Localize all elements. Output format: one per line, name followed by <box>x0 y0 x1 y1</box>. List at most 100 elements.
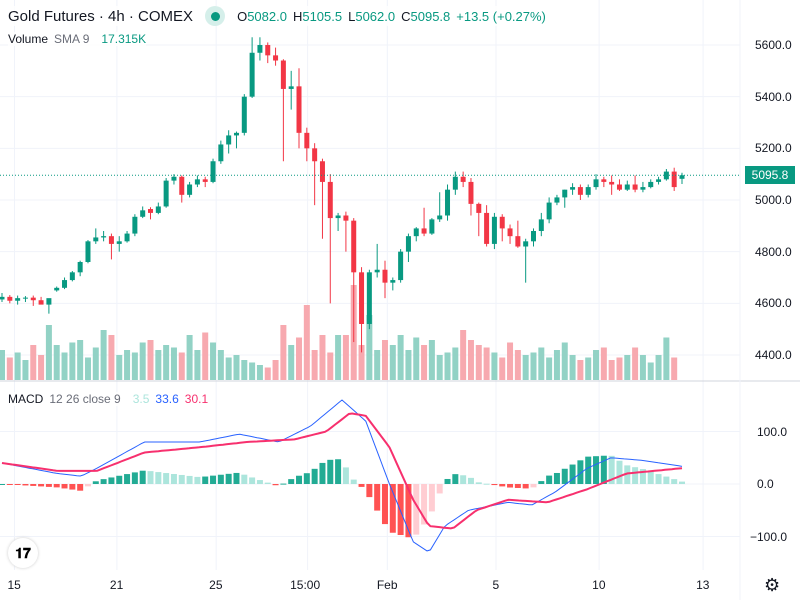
macd-histogram-bar <box>178 474 185 484</box>
candle-body <box>491 216 497 244</box>
macd-histogram-bar <box>436 484 443 494</box>
time-tick: Feb <box>376 578 398 592</box>
volume-bar <box>421 345 428 380</box>
macd-legend[interactable]: MACD 12 26 close 9 3.5 33.6 30.1 <box>8 392 209 406</box>
signal-line <box>1 412 683 530</box>
candle-body <box>69 272 75 281</box>
macd-histogram-bar <box>327 459 334 484</box>
macd-histogram-bar <box>546 475 553 484</box>
volume-bar <box>170 347 177 380</box>
candle-body <box>554 197 560 203</box>
volume-bar <box>303 305 310 380</box>
macd-histogram-bar <box>460 475 467 484</box>
candle-body <box>7 296 13 301</box>
candle-body <box>398 251 404 281</box>
candle-body <box>22 297 28 299</box>
time-tick: 10 <box>592 578 606 592</box>
symbol-legend: Gold Futures · 4h · COMEX O5082.0 H5105.… <box>8 6 546 26</box>
candle-body <box>374 269 380 273</box>
candle-body <box>296 86 302 133</box>
volume-bar <box>546 357 553 380</box>
candle-body <box>484 212 490 244</box>
volume-bar <box>178 352 185 380</box>
macd-histogram-bar <box>350 479 357 484</box>
volume-bar <box>389 345 396 380</box>
volume-bar <box>335 335 342 380</box>
volume-bar <box>624 355 631 380</box>
candle-body <box>546 202 552 220</box>
macd-histogram-bar <box>303 473 310 484</box>
candle-body <box>468 181 474 204</box>
macd-histogram-bar <box>6 484 13 485</box>
volume-bar <box>663 337 670 380</box>
macd-histogram-bar <box>131 472 138 484</box>
volume-bar <box>639 355 646 380</box>
volume-bar <box>147 340 154 380</box>
volume-bar <box>647 362 654 380</box>
candle-body <box>530 230 536 242</box>
candle-body <box>124 233 130 242</box>
candle-body <box>148 209 154 213</box>
macd-histogram-bar <box>116 475 123 484</box>
macd-histogram-bar <box>61 484 68 489</box>
gear-icon[interactable]: ⚙ <box>764 575 781 595</box>
volume-bar <box>405 350 412 380</box>
candle-body <box>351 220 357 273</box>
candle-body <box>343 215 349 221</box>
macd-histogram-bar <box>225 473 232 484</box>
macd-histogram-bar <box>53 484 60 488</box>
macd-histogram-bar <box>428 484 435 512</box>
volume-bar <box>92 347 99 380</box>
candle-body <box>194 179 200 185</box>
volume-bar <box>38 355 45 380</box>
candle-body <box>452 176 458 190</box>
candle-body <box>108 236 114 244</box>
macd-params: 12 26 close 9 <box>49 392 121 406</box>
volume-bar <box>116 355 123 380</box>
candle-body <box>202 179 208 182</box>
time-tick: 21 <box>109 578 124 592</box>
macd-histogram-bar <box>84 484 91 487</box>
volume-bar <box>522 355 529 380</box>
volume-bar <box>30 345 37 380</box>
open-value: 5082.0 <box>247 8 287 24</box>
volume-bar <box>616 357 623 380</box>
macd-tick: 0.0 <box>757 477 774 491</box>
candle-body <box>241 96 247 133</box>
macd-histogram-bar <box>553 472 560 484</box>
macd-histogram-bar <box>335 459 342 484</box>
macd-histogram-bar <box>170 474 177 484</box>
candle-body <box>445 189 451 216</box>
low-value: 5062.0 <box>355 8 396 24</box>
candle-body <box>132 216 138 234</box>
volume-bar <box>249 362 256 380</box>
volume-bar <box>0 350 5 380</box>
candle-body <box>327 181 333 219</box>
candle-body <box>30 297 36 301</box>
macd-histogram-bar <box>163 473 170 484</box>
macd-histogram-bar <box>272 484 279 486</box>
candle-body <box>335 215 341 219</box>
volume-legend[interactable]: Volume SMA 9 17.315K <box>8 32 147 46</box>
macd-histogram-bar <box>30 484 37 486</box>
candle-body <box>77 261 83 273</box>
candle-body <box>523 241 529 247</box>
symbol-title[interactable]: Gold Futures · 4h · COMEX <box>8 7 194 25</box>
macd-histogram-bar <box>139 470 146 484</box>
tradingview-logo[interactable]: 𝟏𝟕 <box>8 538 38 568</box>
macd-histogram-bar <box>647 471 654 484</box>
candle-body <box>577 187 583 195</box>
macd-histogram-bar <box>585 456 592 484</box>
candle-body <box>273 55 279 61</box>
candle-body <box>210 161 216 182</box>
candle-body <box>382 269 388 283</box>
volume-bar <box>272 360 279 380</box>
candle-body <box>85 241 91 262</box>
macd-histogram-bar <box>249 477 256 484</box>
candle-body <box>460 176 466 182</box>
volume-bar <box>600 347 607 380</box>
macd-histogram-bar <box>491 484 498 486</box>
candle-body <box>632 184 638 190</box>
macd-histogram-bar <box>210 475 217 484</box>
